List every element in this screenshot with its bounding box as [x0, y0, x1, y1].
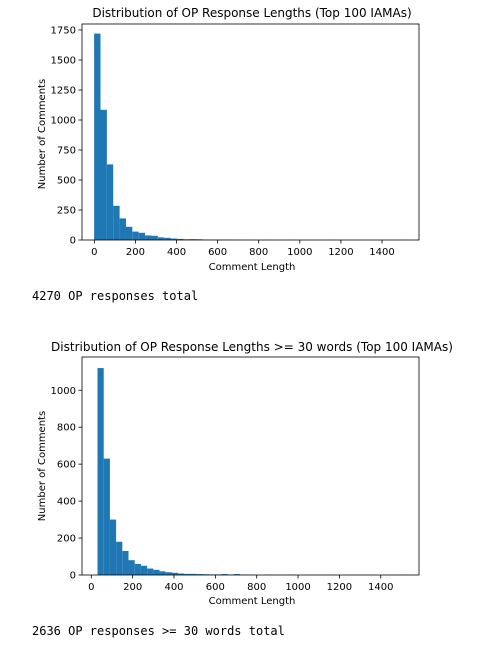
histogram-bar — [132, 231, 139, 240]
histogram-bar — [109, 519, 117, 575]
histogram-bar — [221, 574, 228, 575]
histogram-bar — [189, 239, 197, 240]
histogram-bar — [103, 458, 110, 575]
x-tick-label: 1200 — [328, 247, 353, 258]
y-tick-label: 1750 — [51, 26, 76, 37]
output-total-responses-30-words: 2636 OP responses >= 30 words total — [32, 624, 285, 638]
histogram-bar — [106, 164, 114, 240]
histogram-bar — [147, 568, 154, 575]
histogram-bar — [164, 237, 171, 240]
histogram-bar — [170, 238, 177, 240]
x-tick-label: 800 — [247, 582, 266, 593]
histogram-bar — [159, 571, 166, 575]
histogram-bar — [165, 572, 172, 575]
histogram-responses-30-words: Distribution of OP Response Lengths >= 3… — [37, 340, 453, 607]
x-tick-label: 1200 — [327, 582, 352, 593]
y-tick-label: 600 — [57, 460, 76, 471]
histogram-bar — [153, 569, 160, 575]
histogram-bar — [116, 541, 123, 575]
histogram-bar — [122, 550, 129, 575]
x-tick-label: 600 — [208, 247, 227, 258]
histogram-bar — [233, 574, 241, 575]
x-tick-label: 1000 — [285, 582, 310, 593]
y-axis-label: Number of Comments — [37, 411, 48, 521]
histogram-bar — [94, 33, 101, 240]
x-tick-label: 800 — [249, 247, 268, 258]
x-axis-label: Comment Length — [209, 262, 296, 273]
x-tick-label: 600 — [206, 582, 225, 593]
histogram-bar — [128, 560, 135, 575]
x-tick-label: 0 — [88, 582, 94, 593]
histogram-bar — [145, 235, 152, 240]
x-tick-label: 1400 — [368, 582, 393, 593]
y-tick-label: 1000 — [51, 386, 76, 397]
plot-area: 0 200 400 600 800 1000 1200 1400 0 250 500 750 1000 1… — [51, 23, 420, 258]
y-tick-label: 0 — [70, 571, 76, 582]
x-tick-label: 400 — [164, 582, 183, 593]
histogram-bar — [140, 565, 148, 575]
x-tick-label: 400 — [167, 247, 186, 258]
histogram-bar — [176, 238, 184, 240]
histogram-bar — [100, 109, 107, 240]
plot-frame — [81, 356, 420, 576]
y-tick-label: 250 — [57, 206, 76, 217]
histogram-bar — [178, 573, 185, 575]
y-axis-label: Number of Comments — [37, 79, 48, 189]
plot-area: 0 200 400 600 800 1000 1200 1400 0 200 400 600 800 10… — [51, 356, 420, 593]
y-tick-label: 0 — [70, 236, 76, 247]
histogram-bar — [171, 572, 179, 575]
x-tick-label: 1000 — [287, 247, 312, 258]
histogram-bar — [134, 563, 141, 575]
histogram-bar — [190, 573, 197, 575]
histogram-bar — [184, 573, 191, 575]
x-axis-label: Comment Length — [209, 596, 296, 607]
histogram-bar — [125, 226, 133, 240]
y-tick-label: 500 — [57, 176, 76, 187]
y-tick-label: 750 — [57, 146, 76, 157]
y-tick-label: 1500 — [51, 56, 76, 67]
y-tick-label: 800 — [57, 423, 76, 434]
histogram-bar — [113, 205, 120, 240]
histogram-bar — [119, 218, 126, 240]
x-tick-label: 0 — [91, 247, 97, 258]
y-tick-label: 200 — [57, 534, 76, 545]
x-tick-label: 200 — [126, 247, 145, 258]
chart-title: Distribution of OP Response Lengths >= 3… — [51, 340, 453, 354]
histogram-all-responses: Distribution of OP Response Lengths (Top… — [37, 6, 420, 273]
x-tick-label: 200 — [123, 582, 142, 593]
histogram-bar — [196, 574, 203, 575]
y-tick-label: 1250 — [51, 86, 76, 97]
histogram-bar — [151, 235, 158, 240]
chart-title: Distribution of OP Response Lengths (Top… — [92, 6, 411, 20]
histogram-bar — [157, 237, 165, 240]
histogram-bar — [138, 232, 146, 240]
output-total-responses: 4270 OP responses total — [32, 289, 199, 303]
x-tick-label: 1400 — [369, 247, 394, 258]
y-tick-label: 1000 — [51, 116, 76, 127]
y-tick-label: 400 — [57, 497, 76, 508]
histogram-bar — [97, 368, 104, 575]
plot-frame — [81, 23, 420, 241]
